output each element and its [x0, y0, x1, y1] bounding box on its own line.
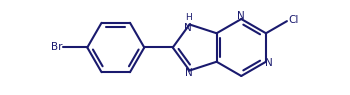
Text: N: N	[237, 11, 245, 21]
Text: Cl: Cl	[288, 15, 298, 25]
Text: N: N	[184, 23, 192, 33]
Text: Br: Br	[50, 42, 62, 53]
Text: N: N	[265, 58, 272, 68]
Text: N: N	[185, 68, 193, 78]
Text: H: H	[186, 13, 192, 22]
